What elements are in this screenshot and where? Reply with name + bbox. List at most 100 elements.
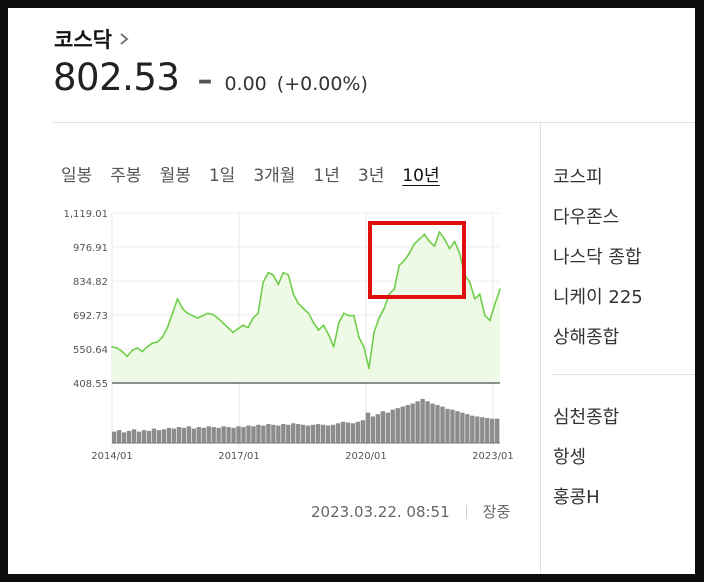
index-chart: 1,119.01 976.91 834.82 692.73 550.64 408.55 20… [63, 209, 514, 462]
series-point-1 [116, 347, 118, 349]
series-point-56 [393, 288, 396, 291]
y-tick-label-4: 550.64 [73, 345, 108, 356]
volume-bar-0 [112, 431, 117, 443]
series-point-76 [494, 302, 496, 305]
volume-bar-43 [325, 425, 331, 443]
change-percent: (+0.00%) [276, 73, 368, 95]
index-link-group2-1[interactable]: 항셍 [553, 447, 587, 468]
volume-bar-69 [455, 411, 460, 443]
tab-3[interactable]: 1일 [208, 166, 236, 186]
volume-bar-41 [315, 424, 321, 443]
series-point-66 [443, 238, 446, 240]
volume-bar-76 [490, 418, 495, 443]
series-point-67 [448, 247, 451, 250]
volume-bar-68 [450, 409, 455, 443]
volume-bar-63 [425, 401, 430, 443]
index-link-group1-2[interactable]: 나스닥 종합 [553, 247, 642, 268]
divider [551, 374, 695, 375]
volume-bar-73 [475, 416, 480, 443]
series-point-19 [206, 312, 209, 315]
volume-bar-7 [146, 430, 152, 443]
series-point-40 [312, 321, 315, 324]
series-point-58 [403, 259, 406, 262]
y-tick-label-3: 692.73 [73, 311, 108, 322]
volume-bar-39 [306, 425, 311, 443]
series-area [112, 231, 500, 383]
series-point-28 [252, 317, 254, 319]
volume-bar-70 [460, 412, 465, 443]
series-point-63 [428, 240, 431, 243]
index-link-group2-0[interactable]: 심천종합 [553, 407, 620, 428]
series-point-11 [166, 326, 169, 329]
volume-bar-5 [136, 431, 142, 443]
volume-bar-66 [440, 406, 445, 443]
panel: 코스닥 802.53 – 0.00 (+0.00%) 일봉 주봉 월봉 1일 3개월 1년… [8, 8, 695, 574]
series-point-35 [287, 274, 290, 276]
volume-bar-20 [211, 427, 216, 443]
series-point-60 [413, 242, 416, 245]
series-point-50 [363, 345, 365, 348]
x-tick-label-0: 2014/01 [91, 451, 133, 462]
series-point-7 [146, 345, 149, 348]
volume-bar-9 [156, 430, 162, 443]
series-point-72 [473, 298, 476, 300]
divider [53, 122, 695, 123]
volume-bar-35 [286, 424, 291, 443]
tab-7[interactable]: 10년 [402, 166, 440, 186]
volume-bar-31 [266, 424, 271, 443]
index-link-group1-3[interactable]: 니케이 225 [553, 287, 643, 308]
index-title-link[interactable]: 코스닥 [54, 24, 132, 54]
series-point-12 [171, 312, 174, 315]
tab-0[interactable]: 일봉 [61, 166, 93, 186]
x-tick-label-1: 2017/01 [218, 451, 260, 462]
series-point-38 [302, 307, 305, 310]
volume-bar-55 [385, 412, 390, 443]
volume-bar-12 [171, 428, 177, 443]
series-point-69 [458, 252, 461, 255]
tab-4[interactable]: 3개월 [253, 166, 296, 186]
tab-2[interactable]: 월봉 [159, 166, 191, 186]
volume-bar-56 [390, 409, 395, 443]
volume-bar-71 [465, 414, 470, 443]
x-tick-label-3: 2023/01 [472, 451, 514, 462]
tab-5[interactable]: 1년 [313, 166, 340, 186]
series-point-22 [221, 321, 224, 324]
chevron-right-icon [120, 33, 129, 45]
tab-6[interactable]: 3년 [357, 166, 385, 186]
series-point-34 [282, 271, 285, 274]
series-point-54 [383, 307, 386, 310]
separator [465, 504, 467, 519]
index-link-group2-2[interactable]: 홍콩H [553, 487, 600, 508]
series-point-5 [136, 347, 139, 349]
series-point-53 [378, 317, 380, 319]
series-point-29 [257, 312, 260, 315]
series-point-0 [111, 345, 113, 348]
market-status: 장중 [482, 503, 511, 521]
volume-bar-59 [405, 405, 410, 443]
series-point-24 [232, 331, 234, 334]
volume-bar-48 [350, 423, 356, 443]
index-link-group1-1[interactable]: 다우존스 [553, 207, 620, 228]
volume-bar-18 [201, 427, 206, 443]
series-point-8 [151, 342, 154, 345]
series-point-62 [423, 233, 426, 236]
index-link-group1-0[interactable]: 코스피 [553, 167, 603, 188]
volume-bar-61 [415, 401, 420, 443]
x-tick-label-2: 2020/01 [345, 451, 387, 462]
volume-bar-53 [375, 414, 381, 443]
volume-bar-36 [291, 423, 296, 443]
highlight-box [368, 221, 466, 299]
volume-bar-77 [495, 418, 500, 443]
volume-bar-2 [121, 432, 127, 443]
volume-bar-19 [206, 426, 211, 443]
series-point-42 [322, 324, 325, 327]
volume-bar-26 [241, 427, 246, 443]
series-point-57 [398, 264, 401, 267]
tab-1[interactable]: 주봉 [110, 166, 142, 186]
index-link-group1-4[interactable]: 상해종합 [553, 327, 620, 348]
volume-bar-46 [340, 421, 346, 443]
series-point-39 [307, 312, 310, 315]
volume-bar-65 [435, 405, 440, 443]
series-point-45 [337, 321, 340, 324]
